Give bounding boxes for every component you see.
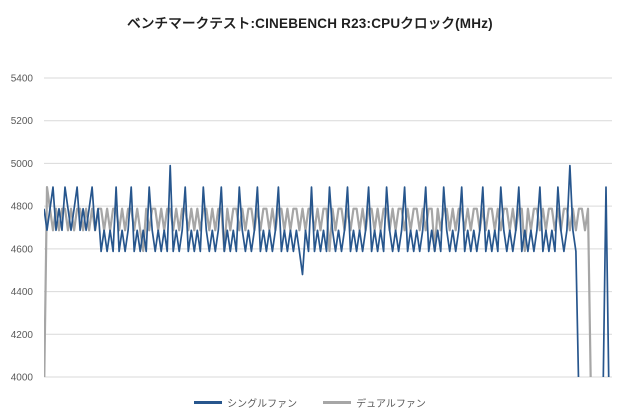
single-fan-line-swatch bbox=[194, 401, 223, 404]
chart-title: ベンチマークテスト:CINEBENCH R23:CPUクロック(MHz) bbox=[127, 16, 493, 31]
chart-legend: シングルファン デュアルファン bbox=[0, 395, 620, 410]
y-tick-label: 5200 bbox=[11, 116, 34, 127]
y-tick-label: 5400 bbox=[11, 74, 34, 85]
y-tick-label: 4000 bbox=[11, 373, 34, 384]
y-tick-label: 4200 bbox=[11, 330, 34, 341]
legend-label-single-fan: シングルファン bbox=[227, 399, 298, 410]
legend-item-single-fan: シングルファン bbox=[194, 395, 297, 410]
y-tick-label: 5000 bbox=[11, 159, 34, 170]
y-tick-label: 4400 bbox=[11, 287, 34, 298]
legend-item-dual-fan: デュアルファン bbox=[323, 395, 426, 410]
series-line-single-fan bbox=[44, 164, 610, 377]
y-tick-label: 4600 bbox=[11, 244, 34, 255]
legend-label-dual-fan: デュアルファン bbox=[356, 399, 426, 410]
dual-fan-line-swatch bbox=[323, 401, 352, 404]
y-tick-label: 4800 bbox=[11, 202, 34, 213]
